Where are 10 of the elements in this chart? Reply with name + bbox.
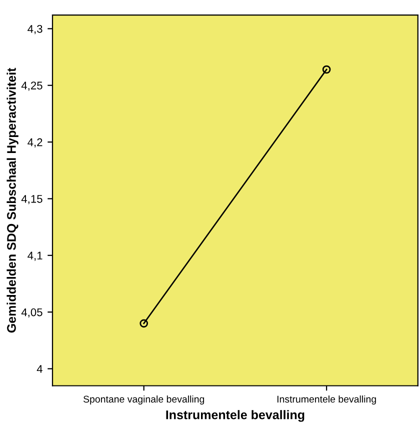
y-tick-label: 4,1 xyxy=(28,252,42,261)
y-tick-label: 4,3 xyxy=(28,24,42,34)
y-tick-label: 4 xyxy=(36,365,42,373)
x-tick-label: Spontane vaginale bevalling xyxy=(83,395,204,405)
y-tick-label: 4,05 xyxy=(21,308,42,318)
y-tick-label: 4,25 xyxy=(21,82,42,91)
y-tick-label: 4,15 xyxy=(21,195,42,204)
y-axis-title: Gemiddelden SDQ Subschaal Hyperactiviteit xyxy=(6,68,18,333)
y-tick-label: 4,2 xyxy=(28,138,42,148)
x-axis-title: Instrumentele bevalling xyxy=(166,410,304,422)
